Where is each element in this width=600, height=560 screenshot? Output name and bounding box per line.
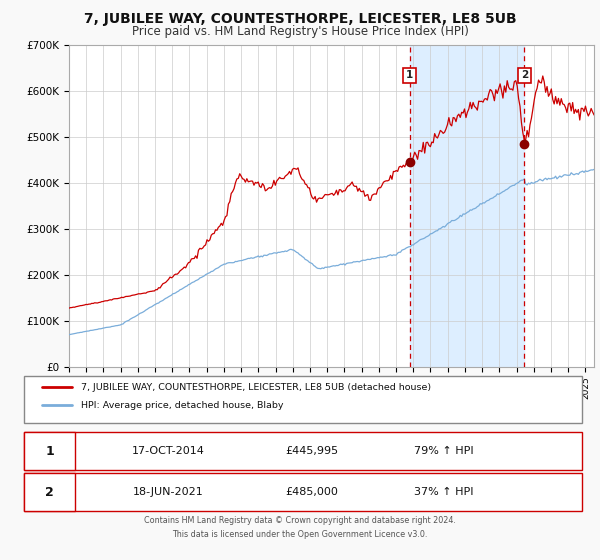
Text: 37% ↑ HPI: 37% ↑ HPI	[414, 487, 474, 497]
Text: £485,000: £485,000	[286, 487, 338, 497]
Text: HPI: Average price, detached house, Blaby: HPI: Average price, detached house, Blab…	[81, 400, 284, 410]
Text: This data is licensed under the Open Government Licence v3.0.: This data is licensed under the Open Gov…	[172, 530, 428, 539]
Bar	[410, 45, 524, 367]
Text: Contains HM Land Registry data © Crown copyright and database right 2024.: Contains HM Land Registry data © Crown c…	[144, 516, 456, 525]
Text: 7, JUBILEE WAY, COUNTESTHORPE, LEICESTER, LE8 5UB (detached house): 7, JUBILEE WAY, COUNTESTHORPE, LEICESTER…	[81, 382, 431, 392]
Text: 1: 1	[45, 445, 54, 458]
Text: 2: 2	[521, 71, 528, 81]
Text: 2: 2	[45, 486, 54, 499]
Text: 18-JUN-2021: 18-JUN-2021	[133, 487, 203, 497]
Text: 17-OCT-2014: 17-OCT-2014	[131, 446, 205, 456]
Text: 1: 1	[406, 71, 413, 81]
Text: Price paid vs. HM Land Registry's House Price Index (HPI): Price paid vs. HM Land Registry's House …	[131, 25, 469, 38]
Text: 79% ↑ HPI: 79% ↑ HPI	[414, 446, 474, 456]
Text: 7, JUBILEE WAY, COUNTESTHORPE, LEICESTER, LE8 5UB: 7, JUBILEE WAY, COUNTESTHORPE, LEICESTER…	[83, 12, 517, 26]
Text: £445,995: £445,995	[286, 446, 338, 456]
